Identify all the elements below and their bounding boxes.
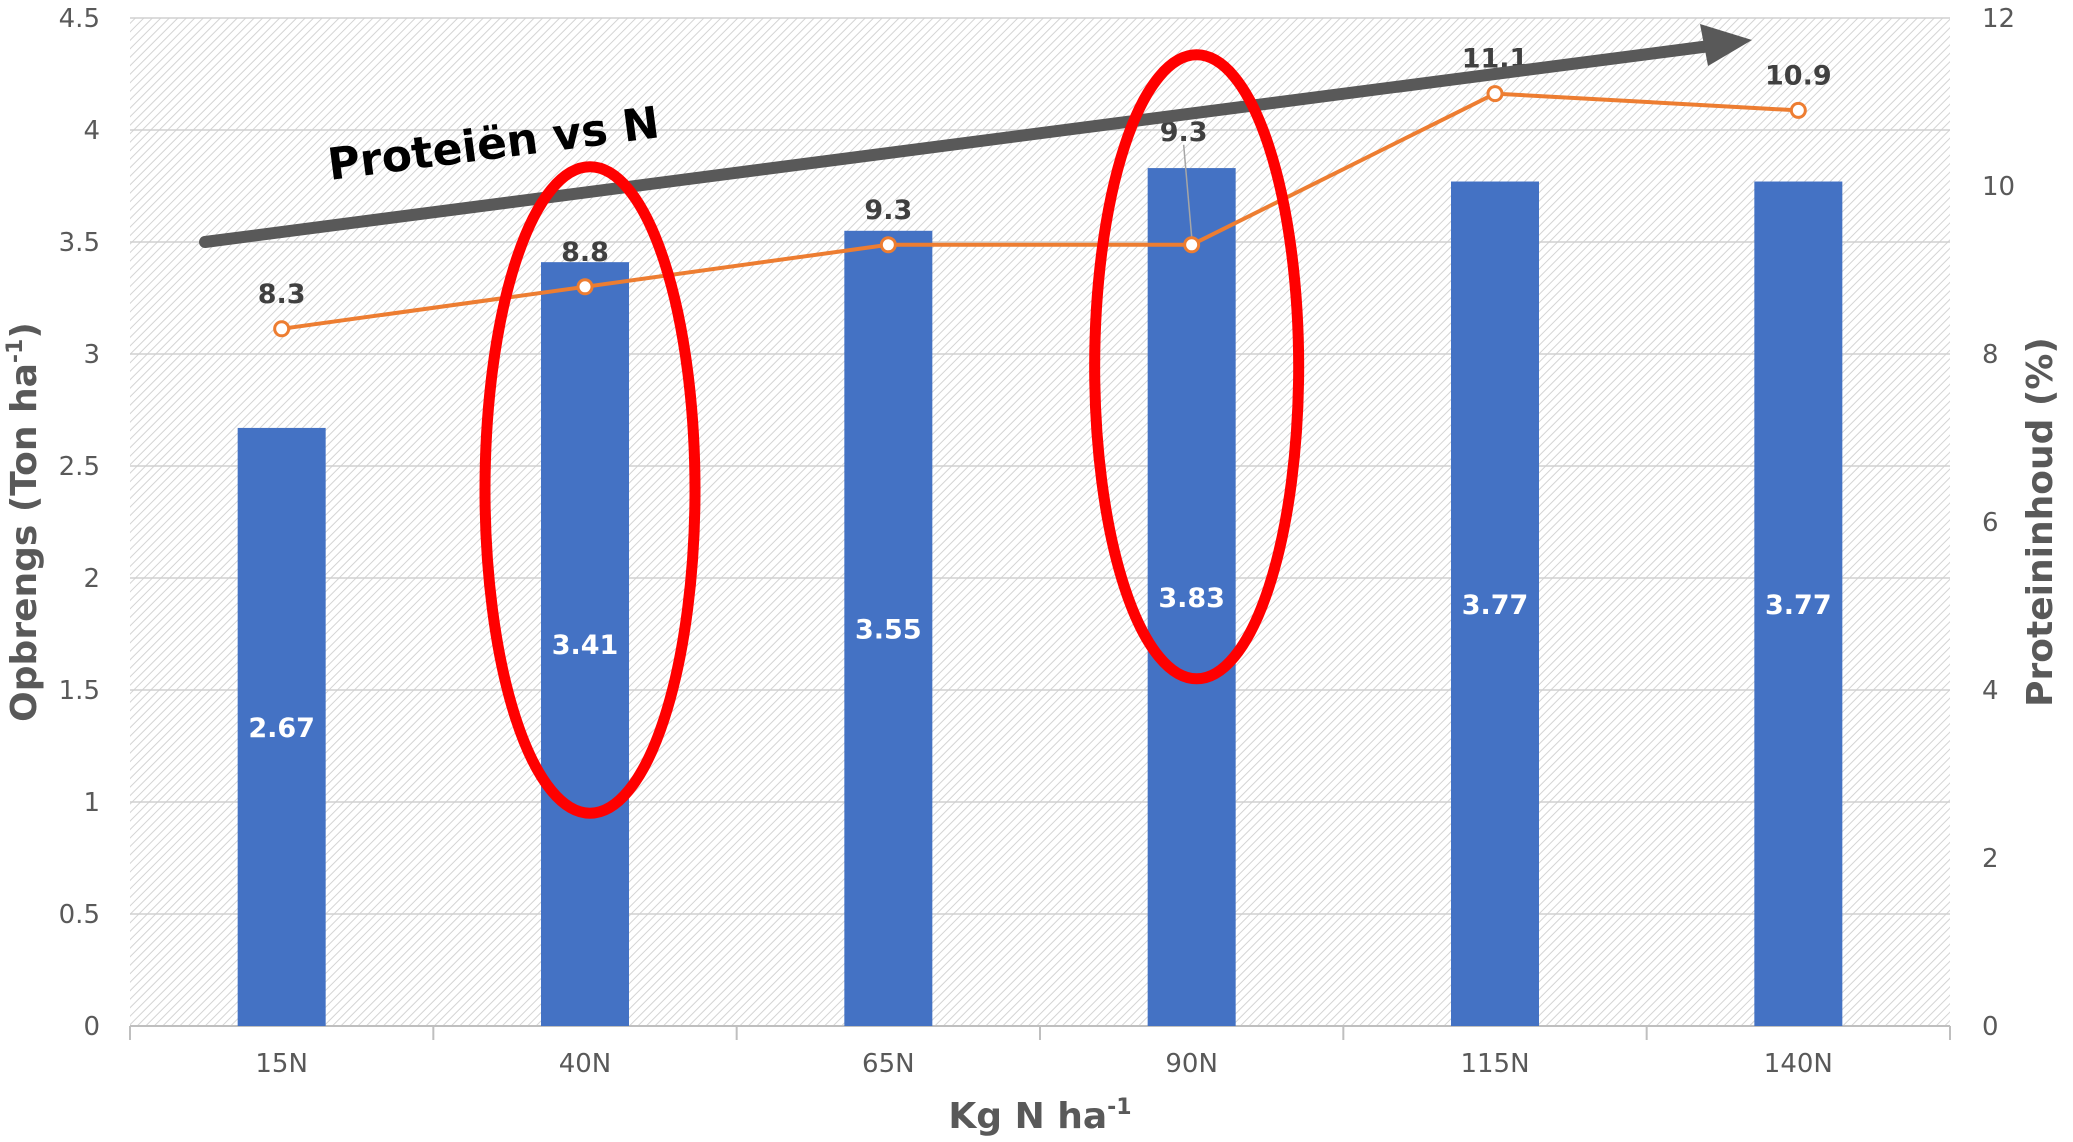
x-axis: 15N 40N 65N 90N 115N 140N — [129, 1025, 1951, 1079]
highlight-ellipse — [479, 161, 701, 819]
bar-data-label: 3.83 — [1158, 583, 1225, 614]
line-point — [273, 320, 291, 338]
x-tick-label: 65N — [862, 1049, 915, 1079]
bar — [844, 230, 933, 1027]
plot-area-background — [130, 18, 1950, 1026]
y-right-tick-label: 0 — [1982, 1012, 1999, 1042]
axis-titles: Kg N ha-1 Opbrengs (Ton ha-1) Proteininhou… — [3, 322, 2061, 1137]
y-left-tick-label: 4 — [83, 116, 100, 146]
bar-data-label: 3.55 — [855, 614, 922, 645]
line-point — [576, 278, 594, 296]
bar — [237, 427, 326, 1026]
x-tick-label: 140N — [1764, 1049, 1833, 1079]
y-axis-right-title: Proteininhoud (%) — [2020, 337, 2061, 707]
line-point — [1486, 85, 1504, 103]
line-data-label: 8.8 — [561, 237, 609, 268]
bar — [1451, 181, 1539, 1026]
protein-line — [281, 91, 1799, 331]
y-left-tick-label: 1 — [83, 788, 100, 818]
line-point — [1183, 236, 1201, 254]
y-left-tick-label: 4.5 — [59, 4, 100, 34]
line-data-label: 9.3 — [864, 195, 912, 226]
line-point — [1789, 101, 1807, 119]
y-right-tick-label: 12 — [1982, 4, 2015, 34]
y-right-tick-label: 2 — [1982, 844, 1999, 874]
y-left-tick-label: 2 — [83, 564, 100, 594]
y-right-tick-label: 10 — [1982, 172, 2015, 202]
y-axis-left-title: Opbrengs (Ton ha-1) — [3, 322, 45, 722]
y-left-tick-label: 3.5 — [59, 228, 100, 258]
line-data-label: 10.9 — [1765, 60, 1832, 91]
bar-data-label: 3.77 — [1462, 590, 1529, 621]
y-right-tick-label: 6 — [1982, 508, 1999, 538]
y-left-tick-label: 2.5 — [59, 452, 100, 482]
y-left-tick-label: 0 — [83, 1012, 100, 1042]
gridlines — [130, 17, 1950, 1027]
y-left-tick-label: 1.5 — [59, 676, 100, 706]
bar — [1147, 168, 1236, 1026]
trend-arrow-head — [1700, 24, 1752, 66]
x-tick-label: 15N — [255, 1049, 308, 1079]
y-axis-left-ticks: 0 0.5 1 1.5 2 2.5 3 3.5 4 4.5 — [59, 4, 100, 1042]
highlight-ellipse — [1089, 49, 1305, 685]
line-data-label: 8.3 — [258, 279, 306, 310]
y-right-tick-label: 4 — [1982, 676, 1999, 706]
x-axis-title: Kg N ha-1 — [948, 1095, 1131, 1137]
bar-series: 2.67 3.41 3.55 3.83 3.77 3.77 — [237, 168, 1843, 1027]
y-left-tick-label: 3 — [83, 340, 100, 370]
bar-data-label: 3.41 — [552, 630, 619, 661]
y-axis-right-ticks: 0 2 4 6 8 10 12 — [1982, 4, 2015, 1042]
bar — [541, 262, 629, 1026]
line-point — [879, 236, 897, 254]
leader-line — [1182, 144, 1193, 237]
y-left-tick-label: 0.5 — [59, 900, 100, 930]
bar-data-label: 3.77 — [1765, 590, 1832, 621]
x-tick-label: 90N — [1165, 1049, 1218, 1079]
x-tick-label: 40N — [559, 1049, 612, 1079]
y-right-tick-label: 8 — [1982, 340, 1999, 370]
bar-data-label: 2.67 — [248, 713, 315, 744]
trend-arrow-shaft — [199, 40, 1716, 248]
x-tick-label: 115N — [1460, 1049, 1529, 1079]
bar — [1754, 181, 1843, 1026]
